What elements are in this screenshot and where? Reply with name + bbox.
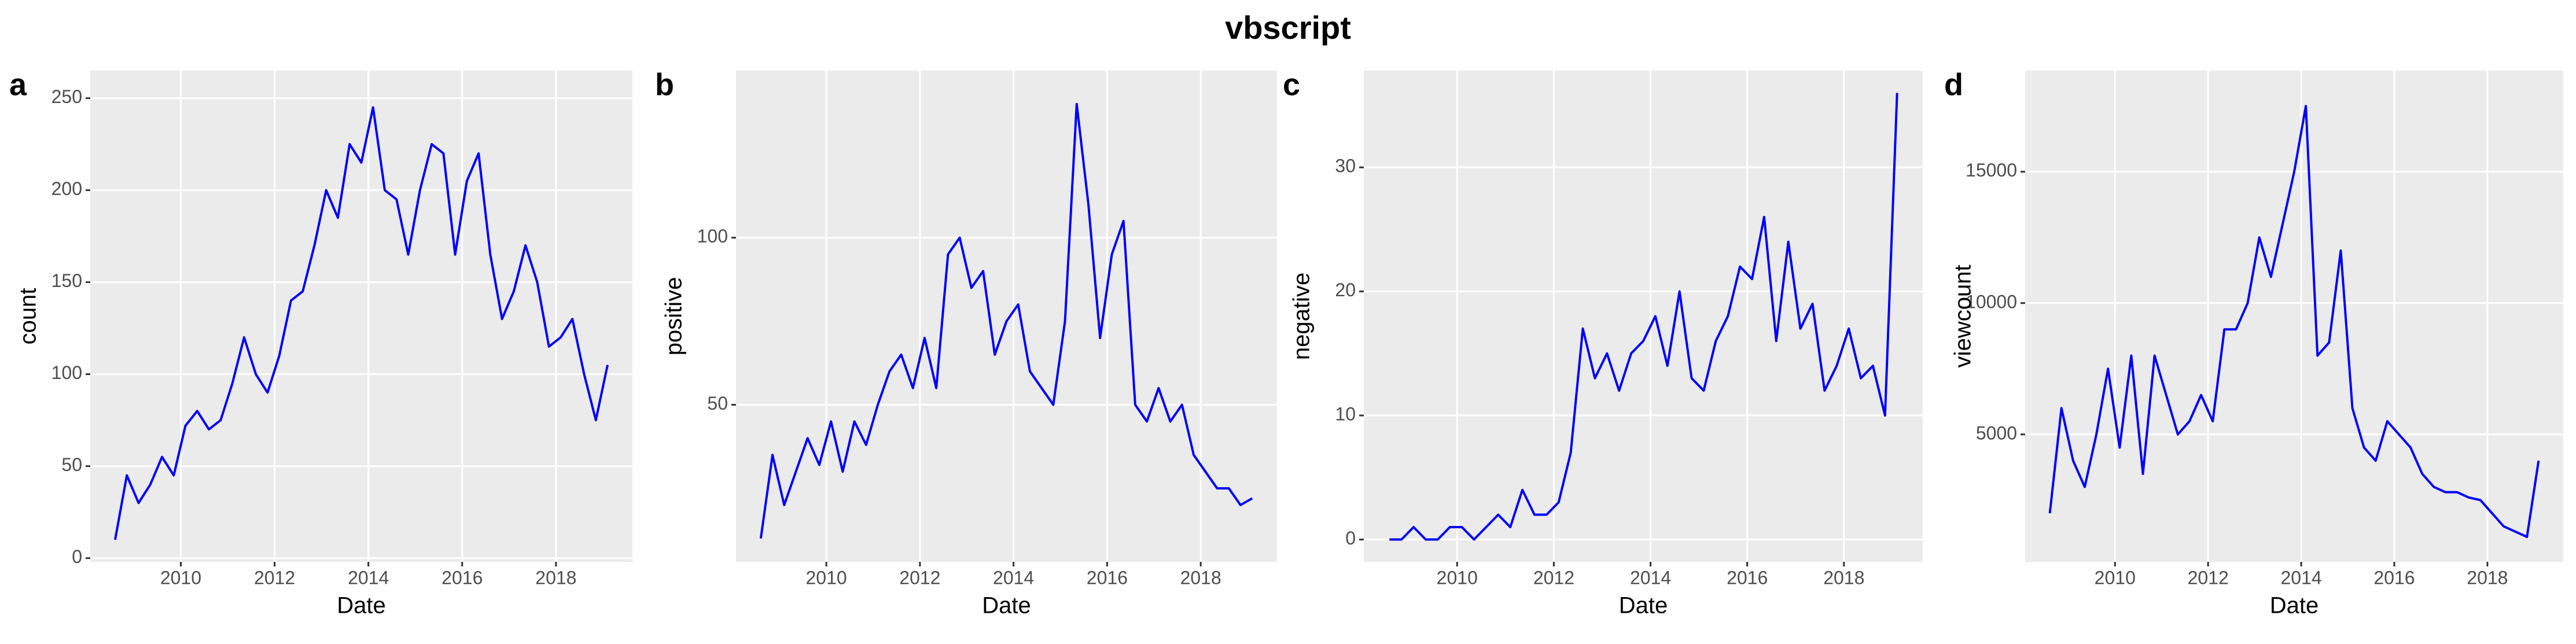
y-tick-label: 5000	[1976, 422, 2017, 443]
x-tick-label: 2014	[993, 567, 1034, 588]
y-tick-label: 10000	[1966, 291, 2017, 312]
x-tick-label: 2016	[441, 567, 483, 588]
x-tick-label: 2014	[1630, 567, 1671, 588]
y-tick-label: 20	[1335, 279, 1356, 300]
y-tick-label: 15000	[1966, 160, 2017, 181]
y-tick-label: 0	[1345, 528, 1356, 549]
plot-background	[2025, 71, 2563, 562]
x-tick-label: 2010	[806, 567, 847, 588]
data-line	[1389, 93, 1898, 541]
x-tick-label: 2012	[1533, 567, 1574, 588]
x-tick-label: 2016	[2373, 567, 2415, 588]
y-tick-label: 250	[51, 86, 82, 107]
x-tick-label: 2010	[2095, 567, 2136, 588]
y-axis-title: viewcount	[1951, 265, 1976, 368]
y-tick-label: 0	[72, 546, 82, 567]
y-tick-label: 200	[51, 178, 82, 199]
plot-background	[736, 71, 1277, 562]
panel-label: c	[1283, 67, 1300, 102]
x-tick-label: 2010	[160, 567, 201, 588]
y-tick-label: 150	[51, 270, 82, 291]
plot-background	[90, 71, 632, 562]
y-tick-label: 10	[1335, 403, 1356, 424]
y-axis-title: negative	[1289, 273, 1315, 360]
x-tick-label: 2012	[899, 567, 940, 588]
y-axis-title: positive	[661, 277, 687, 356]
x-tick-label: 2014	[348, 567, 389, 588]
x-axis-title: Date	[337, 593, 386, 619]
panel-label: a	[9, 67, 27, 102]
data-line	[2048, 105, 2540, 538]
y-axis-title: count	[16, 288, 41, 345]
panel-label: b	[655, 67, 674, 102]
x-tick-label: 2010	[1437, 567, 1478, 588]
plot-background	[1364, 71, 1923, 562]
y-tick-label: 100	[697, 226, 728, 246]
x-tick-label: 2018	[535, 567, 576, 588]
y-tick-label: 100	[51, 362, 82, 383]
y-tick-label: 50	[61, 454, 82, 475]
x-tick-label: 2016	[1727, 567, 1768, 588]
x-tick-label: 2018	[1180, 567, 1221, 588]
x-tick-label: 2014	[2280, 567, 2321, 588]
x-tick-label: 2016	[1087, 567, 1128, 588]
x-tick-label: 2018	[2467, 567, 2508, 588]
x-axis-title: Date	[2270, 593, 2319, 619]
data-line	[113, 106, 609, 540]
panel-label: d	[1944, 67, 1963, 102]
y-tick-label: 50	[707, 393, 728, 414]
y-tick-label: 30	[1335, 156, 1356, 176]
x-axis-title: Date	[1619, 593, 1668, 619]
x-axis-title: Date	[982, 593, 1031, 619]
figure-title: vbscript	[1225, 9, 1351, 46]
x-tick-label: 2012	[2188, 567, 2229, 588]
x-tick-label: 2018	[1823, 567, 1864, 588]
data-line	[759, 102, 1253, 539]
x-tick-label: 2012	[254, 567, 295, 588]
